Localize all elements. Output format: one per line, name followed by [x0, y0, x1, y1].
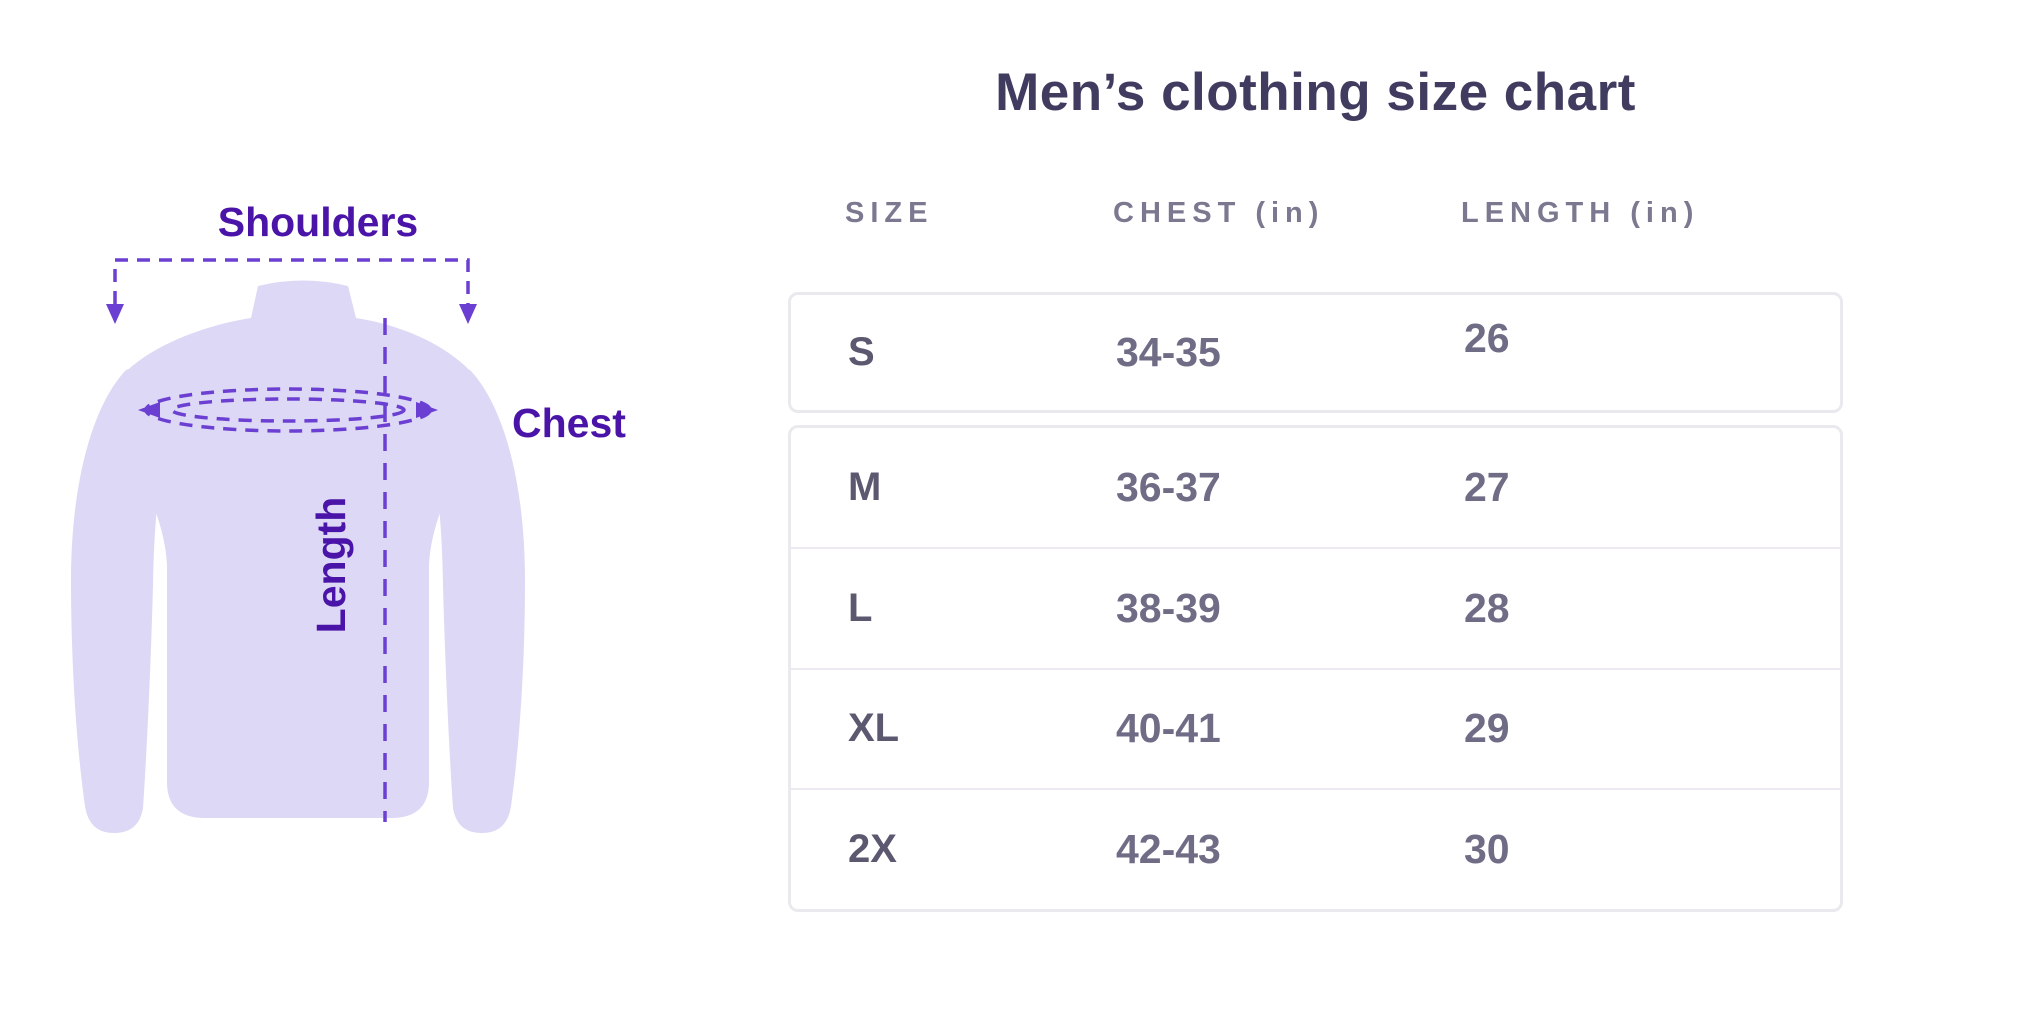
- table-card-bottom: M 36-37 27 L 38-39 28 XL 40-41 29 2X 42-…: [788, 425, 1843, 912]
- column-header-length: LENGTH (in): [1461, 197, 1700, 229]
- chest-cell: 42-43: [1116, 826, 1221, 873]
- length-cell: 26: [1464, 315, 1510, 361]
- length-cell: 27: [1464, 463, 1510, 510]
- table-row: S 34-35 26: [791, 295, 1840, 410]
- length-cell: 29: [1464, 705, 1510, 752]
- size-cell: 2X: [848, 827, 897, 872]
- chest-cell: 34-35: [1116, 329, 1221, 375]
- table-row: XL 40-41 29: [791, 667, 1840, 789]
- column-header-size: SIZE: [845, 197, 934, 229]
- shoulders-bracket-line: [113, 258, 470, 304]
- chest-arrow-left-icon: [138, 402, 160, 418]
- table-row: 2X 42-43 30: [791, 788, 1840, 909]
- page-title: Men’s clothing size chart: [995, 63, 1636, 122]
- chest-annotation: Chest: [138, 387, 626, 446]
- chest-arrow-right-icon: [416, 402, 438, 418]
- table-row: M 36-37 27: [791, 428, 1840, 547]
- chest-cell: 38-39: [1116, 584, 1221, 631]
- table-card-top: S 34-35 26: [788, 292, 1843, 413]
- length-cell: 28: [1464, 584, 1510, 631]
- chest-label: Chest: [512, 400, 626, 446]
- length-cell: 30: [1464, 826, 1510, 873]
- shirt-right-sleeve: [404, 365, 525, 833]
- shirt-graphic: [71, 280, 525, 833]
- shoulders-arrow-right-icon: [459, 304, 477, 324]
- length-annotation: Length: [308, 318, 387, 822]
- chest-ellipse-inner: [170, 397, 406, 423]
- shirt-left-sleeve: [71, 365, 192, 833]
- shoulders-arrow-left-icon: [106, 304, 124, 324]
- shirt-measurement-diagram: Shoulders Chest Length: [71, 199, 626, 833]
- chest-cell: 36-37: [1116, 463, 1221, 510]
- size-cell: S: [848, 330, 875, 374]
- chest-cell: 40-41: [1116, 705, 1221, 752]
- length-label: Length: [308, 497, 354, 634]
- size-cell: XL: [848, 706, 900, 751]
- size-cell: M: [848, 464, 882, 509]
- shoulders-annotation: Shoulders: [106, 199, 477, 324]
- shirt-torso: [110, 280, 486, 818]
- size-cell: L: [848, 585, 873, 630]
- table-header-row: SIZE CHEST (in) LENGTH (in): [788, 197, 1843, 233]
- column-header-chest: CHEST (in): [1113, 197, 1325, 229]
- shoulders-label: Shoulders: [218, 199, 418, 245]
- table-row: L 38-39 28: [791, 546, 1840, 668]
- size-table: SIZE CHEST (in) LENGTH (in) S 34-35 26 M…: [788, 197, 1843, 912]
